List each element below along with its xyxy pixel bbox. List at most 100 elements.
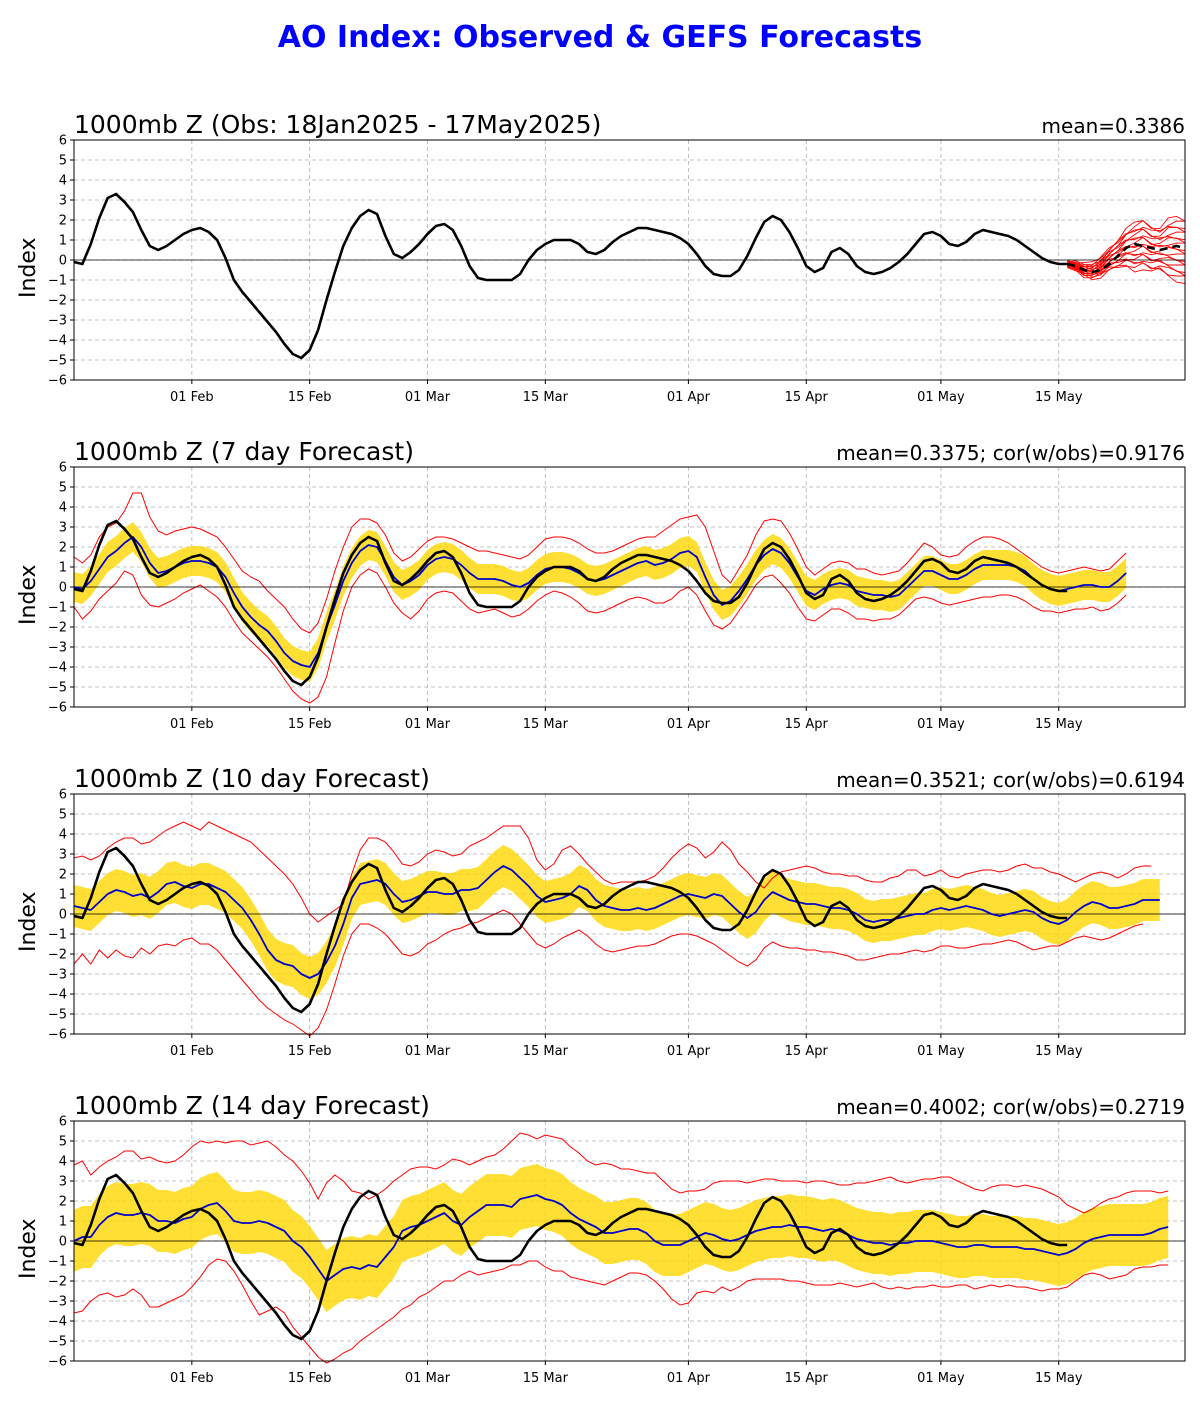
panel-10day: 1000mb Z (10 day Forecast) mean=0.3521; … [0,764,1200,1084]
x-tick-label: 15 May [1035,1371,1083,1386]
panel-title: 1000mb Z (Obs: 18Jan2025 - 17May2025) [74,110,602,139]
spread-band [74,1164,1169,1312]
x-tick-label: 01 Feb [170,390,214,405]
y-tick-label: 6 [59,1115,67,1130]
y-tick-label: 2 [59,214,67,229]
x-tick-label: 15 Apr [785,1044,829,1059]
x-tick-label: 01 Feb [170,1044,214,1059]
y-tick-label: −2 [48,1275,67,1290]
y-tick-label: 1 [59,888,67,903]
y-tick-label: −5 [48,1335,67,1350]
y-tick-label: −4 [48,334,67,349]
y-tick-label: −5 [48,681,67,696]
y-tick-label: −2 [48,621,67,636]
y-tick-label: −1 [48,928,67,943]
x-tick-label: 15 Feb [288,717,332,732]
ensemble-member-line [1066,262,1185,279]
y-tick-label: 6 [59,134,67,149]
observed-line [73,192,1068,360]
panel-observed: 1000mb Z (Obs: 18Jan2025 - 17May2025) me… [0,110,1200,430]
y-tick-label: 3 [59,848,67,863]
y-tick-label: 5 [59,808,67,823]
y-tick-label: 1 [59,234,67,249]
x-tick-label: 15 Feb [288,1044,332,1059]
main-title: AO Index: Observed & GEFS Forecasts [277,20,923,55]
panel-stat: mean=0.4002; cor(w/obs)=0.2719 [836,1095,1185,1119]
min-forecast-line [73,1258,1169,1364]
y-tick-label: 0 [59,908,67,923]
panel-title: 1000mb Z (7 day Forecast) [74,437,414,466]
y-tick-label: 0 [59,254,67,269]
max-forecast-line [73,1132,1169,1214]
y-tick-label: 0 [59,581,67,596]
y-tick-label: −6 [48,1028,67,1043]
panel-7day: 1000mb Z (7 day Forecast) mean=0.3375; c… [0,437,1200,757]
y-tick-label: −6 [48,374,67,389]
x-tick-label: 15 Feb [288,1371,332,1386]
x-tick-label: 01 Mar [405,717,451,732]
y-tick-label: −3 [48,1295,67,1310]
x-tick-label: 01 Apr [667,1044,711,1059]
y-tick-label: −4 [48,1315,67,1330]
panel-stat: mean=0.3375; cor(w/obs)=0.9176 [836,441,1185,465]
x-tick-label: 01 May [917,1371,965,1386]
max-forecast-line [73,821,1152,923]
y-tick-label: −1 [48,1255,67,1270]
y-tick-label: −4 [48,988,67,1003]
ensemble-member-line [1066,245,1186,274]
y-tick-label: 1 [59,561,67,576]
min-forecast-line [73,909,1144,1037]
y-tick-label: 2 [59,541,67,556]
x-tick-label: 01 Mar [405,1371,451,1386]
y-tick-label: 6 [59,788,67,803]
max-forecast-line [73,492,1127,634]
x-tick-label: 15 Mar [523,390,569,405]
min-forecast-line [73,568,1127,704]
y-tick-label: −2 [48,948,67,963]
x-tick-label: 15 May [1035,1044,1083,1059]
y-tick-label: 0 [59,1235,67,1250]
gefs-mean-line [1066,242,1186,274]
y-tick-label: −6 [48,701,67,716]
observed-chart: 6 5 4 3 2 1 0 −1 −2 −3 −4 −5 −6 01 Feb 15 Feb 01 Mar 15 … [48,134,1186,405]
x-tick-label: 01 Mar [405,390,451,405]
ensemble-member-line [1067,219,1186,268]
x-tick-label: 01 May [917,1044,965,1059]
y-tick-label: −6 [48,1355,67,1370]
forecast-10day-chart: 6 5 4 3 2 1 0 −1 −2 −3 −4 −5 −6 01 Feb 15 Feb 01 Mar 15 … [48,788,1186,1059]
x-tick-label: 15 Apr [785,717,829,732]
y-tick-label: 5 [59,1135,67,1150]
y-tick-label: 2 [59,1195,67,1210]
x-tick-label: 15 Feb [288,390,332,405]
observed-line [73,519,1068,687]
observed-line [73,1173,1068,1341]
panel-title: 1000mb Z (10 day Forecast) [74,764,430,793]
spread-band [74,845,1160,999]
y-tick-label: −5 [48,1008,67,1023]
y-tick-label: 4 [59,501,67,516]
x-tick-label: 01 Mar [405,1044,451,1059]
x-tick-label: 15 Apr [785,1371,829,1386]
y-tick-label: 4 [59,828,67,843]
x-tick-label: 01 Apr [667,390,711,405]
ensemble-member-line [1067,215,1186,265]
y-tick-label: 4 [59,174,67,189]
x-tick-label: 15 Mar [523,717,569,732]
y-tick-label: −4 [48,661,67,676]
x-tick-label: 15 May [1035,390,1083,405]
x-tick-label: 01 May [917,390,965,405]
forecast-14day-chart: 6 5 4 3 2 1 0 −1 −2 −3 −4 −5 −6 01 Feb 15 Feb 01 Mar 15 … [48,1115,1186,1386]
x-tick-label: 01 Apr [667,1371,711,1386]
x-tick-label: 15 Mar [523,1044,569,1059]
y-tick-label: −5 [48,354,67,369]
x-tick-label: 15 Mar [523,1371,569,1386]
y-tick-label: 5 [59,154,67,169]
x-tick-label: 01 Feb [170,717,214,732]
forecast-mean-line [73,1194,1169,1282]
observed-line [73,846,1068,1014]
y-tick-label: 2 [59,868,67,883]
y-tick-label: 5 [59,481,67,496]
panel-14day: 1000mb Z (14 day Forecast) mean=0.4002; … [0,1091,1200,1411]
y-tick-label: −3 [48,641,67,656]
y-tick-label: 3 [59,1175,67,1190]
